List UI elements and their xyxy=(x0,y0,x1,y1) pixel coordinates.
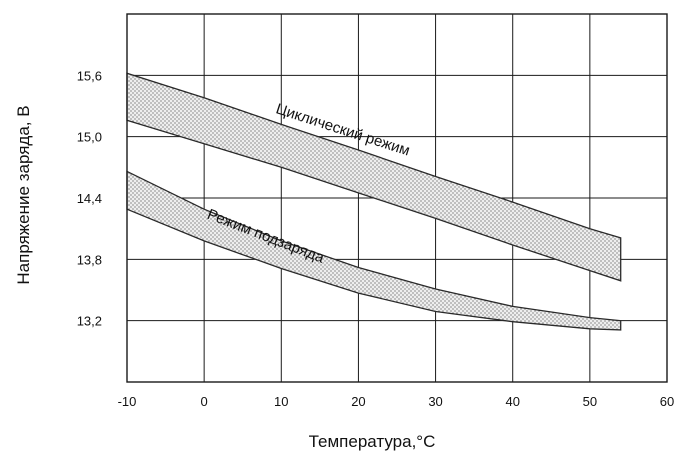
plot-frame xyxy=(126,13,668,383)
x-tick-label: 20 xyxy=(351,394,365,409)
x-axis-title: Температура,°C xyxy=(309,432,436,451)
x-tick-labels: -10 0 10 20 30 40 50 60 xyxy=(118,394,675,409)
series-band xyxy=(126,170,622,331)
x-tick-label: 40 xyxy=(505,394,519,409)
x-tick-label: -10 xyxy=(118,394,137,409)
y-tick-label: 15,0 xyxy=(77,130,102,145)
y-axis-title: Напряжение заряда, В xyxy=(14,105,33,284)
x-tick-label: 10 xyxy=(274,394,288,409)
y-tick-labels: 13,2 13,8 14,4 15,0 15,6 xyxy=(77,68,102,328)
x-tick-label: 0 xyxy=(201,394,208,409)
y-tick-label: 15,6 xyxy=(77,68,102,83)
series-band xyxy=(126,72,622,282)
x-tick-label: 50 xyxy=(583,394,597,409)
bands xyxy=(126,72,622,331)
y-tick-label: 14,4 xyxy=(77,191,102,206)
x-tick-label: 30 xyxy=(428,394,442,409)
y-tick-label: 13,2 xyxy=(77,314,102,329)
x-tick-label: 60 xyxy=(660,394,674,409)
y-tick-label: 13,8 xyxy=(77,252,102,267)
